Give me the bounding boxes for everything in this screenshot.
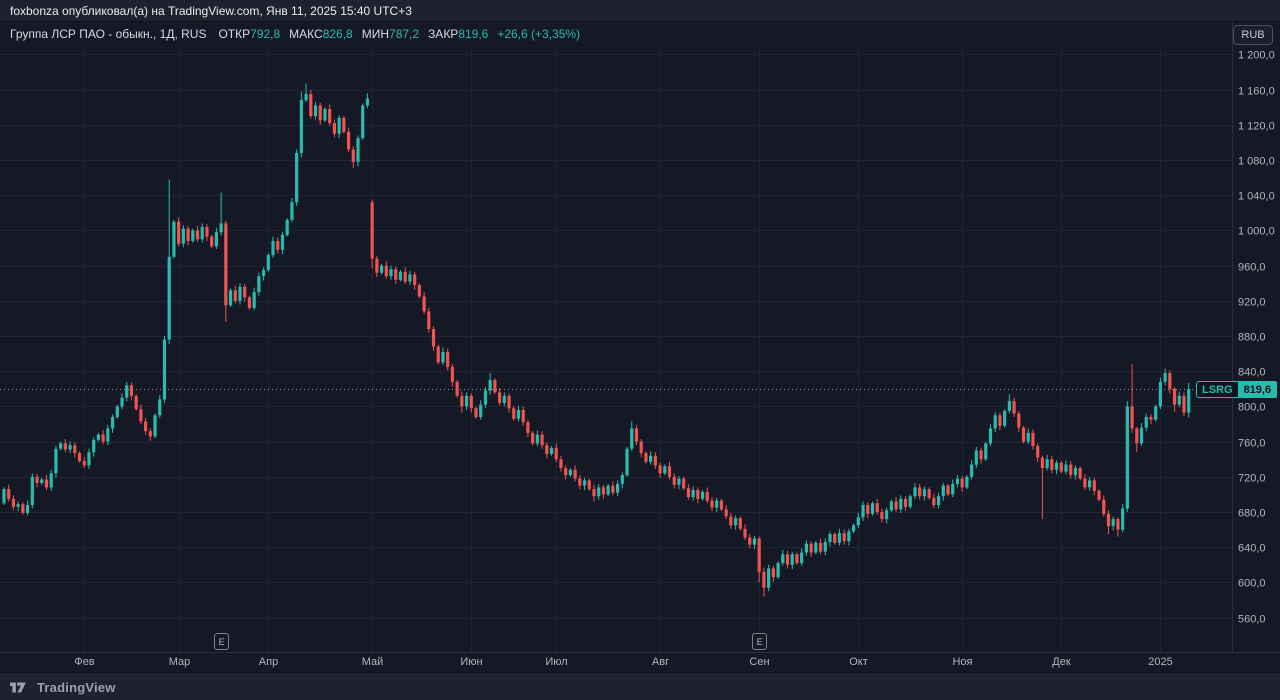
ohlc-close-label: ЗАКР xyxy=(428,27,459,41)
publish-info-bar: foxbonza опубликовал(а) на TradingView.c… xyxy=(0,0,1280,22)
svg-text:880,0: 880,0 xyxy=(1238,332,1266,344)
tradingview-logo-icon[interactable] xyxy=(10,681,30,694)
symbol-header: Группа ЛСР ПАО - обыкн., 1Д, RUS ОТКР792… xyxy=(10,26,580,42)
svg-text:1 160,0: 1 160,0 xyxy=(1238,86,1275,98)
price-change: +26,6 (+3,35%) xyxy=(497,27,581,41)
svg-text:1 080,0: 1 080,0 xyxy=(1238,156,1275,168)
ohlc-open-label: ОТКР xyxy=(218,27,251,41)
svg-text:2025: 2025 xyxy=(1148,656,1172,668)
earnings-badge[interactable]: E xyxy=(214,633,230,650)
svg-text:Авг: Авг xyxy=(652,656,669,668)
svg-text:Дек: Дек xyxy=(1052,656,1071,668)
svg-text:1 040,0: 1 040,0 xyxy=(1238,191,1275,203)
earnings-badge[interactable]: E xyxy=(752,633,768,650)
ohlc-high-label: МАКС xyxy=(289,27,323,41)
ohlc-close-value: 819,6 xyxy=(458,27,489,41)
svg-text:Ноя: Ноя xyxy=(952,656,972,668)
ohlc-open: ОТКР792,8 xyxy=(218,27,280,41)
footer-bar: TradingView xyxy=(0,672,1280,700)
ohlc-high-value: 826,8 xyxy=(322,27,353,41)
ohlc-low-value: 787,2 xyxy=(389,27,420,41)
svg-text:1 120,0: 1 120,0 xyxy=(1238,121,1275,133)
svg-text:1 200,0: 1 200,0 xyxy=(1238,50,1275,62)
svg-text:1 000,0: 1 000,0 xyxy=(1238,226,1275,238)
svg-text:920,0: 920,0 xyxy=(1238,297,1266,309)
symbol-title[interactable]: Группа ЛСР ПАО - обыкн., 1Д, RUS xyxy=(10,27,207,41)
publish-info-text: foxbonza опубликовал(а) на TradingView.c… xyxy=(10,3,412,18)
last-price-label: LSRG 819,6 xyxy=(1196,381,1278,398)
svg-text:Окт: Окт xyxy=(849,656,868,668)
currency-toggle-button[interactable]: RUB xyxy=(1233,25,1273,45)
svg-text:Фев: Фев xyxy=(74,656,94,668)
svg-text:600,0: 600,0 xyxy=(1238,578,1266,590)
svg-text:640,0: 640,0 xyxy=(1238,543,1266,555)
svg-text:960,0: 960,0 xyxy=(1238,262,1266,274)
svg-text:720,0: 720,0 xyxy=(1238,473,1266,485)
ohlc-low: МИН787,2 xyxy=(362,27,419,41)
ohlc-high: МАКС826,8 xyxy=(289,27,353,41)
svg-text:Сен: Сен xyxy=(749,656,769,668)
svg-text:Апр: Апр xyxy=(259,656,278,668)
last-price-value: 819,6 xyxy=(1237,381,1278,398)
ohlc-open-value: 792,8 xyxy=(250,27,281,41)
svg-text:800,0: 800,0 xyxy=(1238,402,1266,414)
svg-text:680,0: 680,0 xyxy=(1238,508,1266,520)
svg-text:840,0: 840,0 xyxy=(1238,367,1266,379)
svg-text:Мар: Мар xyxy=(169,656,191,668)
svg-text:760,0: 760,0 xyxy=(1238,438,1266,450)
svg-text:Июн: Июн xyxy=(460,656,482,668)
svg-text:Июл: Июл xyxy=(545,656,567,668)
ohlc-close: ЗАКР819,6 xyxy=(428,27,488,41)
tradingview-brand-text[interactable]: TradingView xyxy=(37,679,116,695)
ohlc-low-label: МИН xyxy=(361,27,390,41)
svg-text:Май: Май xyxy=(362,656,384,668)
svg-text:560,0: 560,0 xyxy=(1238,614,1266,626)
ticker-badge: LSRG xyxy=(1196,381,1238,398)
